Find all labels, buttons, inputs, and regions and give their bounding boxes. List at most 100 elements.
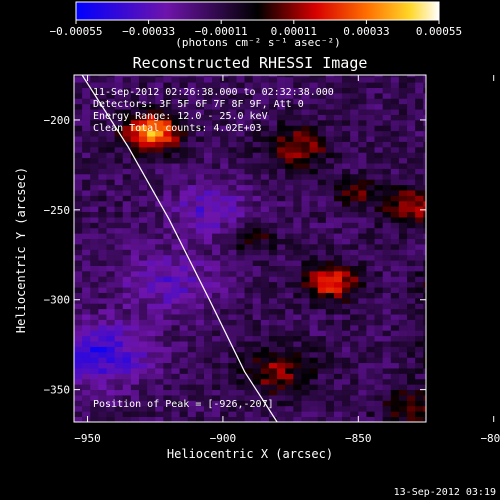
heatmap-cell	[82, 238, 91, 245]
heatmap-cell	[82, 373, 91, 380]
heatmap-cell	[130, 303, 140, 310]
heatmap-cell	[374, 405, 384, 412]
heatmap-cell	[106, 330, 116, 337]
heatmap-cell	[212, 346, 221, 353]
heatmap-cell	[98, 297, 107, 304]
heatmap-cell	[106, 384, 116, 391]
heatmap-cell	[74, 173, 83, 180]
heatmap-cell	[358, 395, 367, 401]
heatmap-cell	[74, 103, 83, 110]
heatmap-cell	[317, 346, 327, 353]
heatmap-cell	[212, 244, 221, 250]
heatmap-cell	[236, 405, 245, 412]
heatmap-cell	[260, 276, 270, 283]
heatmap-cell	[74, 109, 83, 115]
heatmap-cell	[244, 152, 254, 159]
heatmap-cell	[236, 168, 245, 175]
heatmap-cell	[374, 292, 384, 299]
heatmap-cell	[358, 303, 367, 310]
heatmap-cell	[228, 173, 237, 180]
heatmap-cell	[106, 119, 116, 126]
heatmap-cell	[398, 157, 408, 164]
heatmap-cell	[366, 330, 375, 337]
heatmap-cell	[244, 287, 254, 293]
heatmap-cell	[171, 249, 180, 256]
heatmap-cell	[350, 303, 359, 310]
heatmap-cell	[325, 373, 335, 380]
heatmap-cell	[285, 75, 294, 78]
y-axis-title: Heliocentric Y (arcsec)	[14, 167, 28, 333]
heatmap-cell	[179, 319, 189, 326]
y-tick-label: −300	[44, 294, 71, 307]
heatmap-cell	[374, 163, 384, 169]
heatmap-cell	[260, 136, 270, 142]
heatmap-cell	[374, 76, 384, 83]
heatmap-cell	[114, 330, 124, 337]
heatmap-cell	[171, 373, 180, 380]
heatmap-cell	[398, 136, 408, 142]
heatmap-cell	[374, 184, 384, 191]
heatmap-cell	[138, 190, 148, 196]
heatmap-cell	[317, 114, 327, 121]
heatmap-cell	[130, 244, 140, 250]
heatmap-cell	[277, 297, 286, 304]
heatmap-cell	[415, 119, 424, 126]
heatmap-cell	[366, 405, 375, 412]
heatmap-cell	[212, 227, 221, 234]
heatmap-cell	[252, 405, 262, 412]
heatmap-cell	[74, 400, 83, 407]
heatmap-cell	[82, 227, 91, 234]
heatmap-cell	[390, 190, 400, 196]
heatmap-cell	[398, 184, 408, 191]
heatmap-cell	[138, 346, 148, 353]
heatmap-cell	[366, 217, 375, 223]
heatmap-cell	[333, 119, 343, 126]
heatmap-cell	[333, 260, 343, 266]
heatmap-cell	[179, 378, 189, 385]
heatmap-cell	[358, 400, 367, 407]
heatmap-cell	[106, 260, 116, 266]
heatmap-cell	[187, 233, 197, 240]
heatmap-cell	[390, 114, 400, 121]
heatmap-cell	[220, 222, 229, 229]
heatmap-cell	[122, 308, 132, 315]
heatmap-cell	[285, 82, 294, 88]
heatmap-cell	[236, 303, 245, 310]
heatmap-cell	[301, 217, 310, 223]
heatmap-cell	[398, 362, 408, 369]
heatmap-cell	[390, 136, 400, 142]
heatmap-cell	[350, 308, 359, 315]
heatmap-cell	[195, 184, 205, 191]
heatmap-cell	[382, 136, 392, 142]
heatmap-cell	[407, 157, 416, 164]
heatmap-cell	[325, 146, 335, 153]
heatmap-cell	[98, 319, 107, 326]
heatmap-cell	[122, 222, 132, 229]
heatmap-cell	[325, 190, 335, 196]
heatmap-cell	[220, 357, 229, 364]
heatmap-cell	[195, 136, 205, 142]
heatmap-cell	[98, 335, 107, 342]
heatmap-cell	[333, 75, 343, 78]
heatmap-cell	[179, 254, 189, 261]
heatmap-cell	[98, 265, 107, 272]
heatmap-cell	[228, 141, 237, 148]
heatmap-cell	[366, 249, 375, 256]
heatmap-cell	[309, 141, 319, 148]
plot-area: −950−900−850−800−200−250−300−350 11-Sep-…	[44, 74, 500, 445]
heatmap-cell	[220, 341, 229, 347]
heatmap-cell	[398, 368, 408, 374]
heatmap-cell	[333, 238, 343, 245]
heatmap-cell	[147, 292, 156, 299]
heatmap-cell	[130, 389, 140, 396]
heatmap-cell	[366, 179, 375, 186]
heatmap-cell	[130, 292, 140, 299]
heatmap-cell	[171, 276, 180, 283]
heatmap-cell	[179, 173, 189, 180]
heatmap-cell	[301, 276, 310, 283]
heatmap-cell	[342, 103, 351, 110]
heatmap-cell	[163, 206, 172, 213]
heatmap-cell	[407, 179, 416, 186]
heatmap-cell	[260, 362, 270, 369]
heatmap-cell	[358, 254, 367, 261]
